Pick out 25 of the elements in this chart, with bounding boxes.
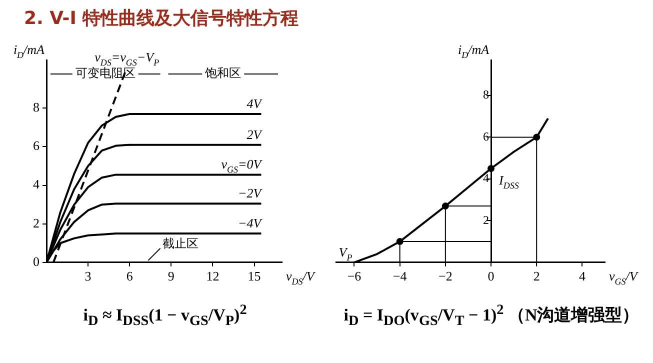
text: i$_{D}$ = I$_{DO}$(v$_{GS}$/V$_{T}$ − 1)$^{2}$ （N沟道增强型） bbox=[344, 302, 640, 330]
x-tick-label: 15 bbox=[248, 268, 261, 284]
y-tick-label: 6 bbox=[33, 138, 40, 154]
x-tick-label: −2 bbox=[438, 268, 452, 284]
y-tick-label: 4 bbox=[33, 176, 40, 192]
y-tick-label: 0 bbox=[33, 254, 40, 269]
y-tick-label: 2 bbox=[33, 215, 40, 230]
x-tick-label: −6 bbox=[347, 268, 362, 284]
x-tick-label: 9 bbox=[168, 268, 174, 284]
x-tick-label: 12 bbox=[206, 268, 220, 284]
series-label: −2V bbox=[238, 186, 264, 201]
series-label: −4V bbox=[238, 215, 264, 230]
series-label: 4V bbox=[246, 96, 264, 111]
chart-title: 2. V-I 特性曲线及大信号特性方程 bbox=[23, 7, 300, 31]
x-tick-label: 6 bbox=[126, 268, 134, 284]
y-tick-label: 8 bbox=[483, 88, 490, 102]
annotation: 截止区 bbox=[162, 236, 198, 251]
annotation: 饱和区 bbox=[204, 66, 242, 80]
x-tick-label: 4 bbox=[578, 268, 586, 284]
y-tick-label: 8 bbox=[33, 100, 40, 115]
x-tick-label: 2 bbox=[533, 268, 540, 284]
text: i$_{D}$ ≈ I$_{DSS}$(1 − v$_{GS}$/V$_{P}$)$^{2}$ bbox=[83, 302, 247, 330]
series-label: 2V bbox=[246, 126, 264, 142]
x-tick-label: 3 bbox=[84, 268, 92, 284]
x-tick-label: −4 bbox=[392, 268, 408, 284]
